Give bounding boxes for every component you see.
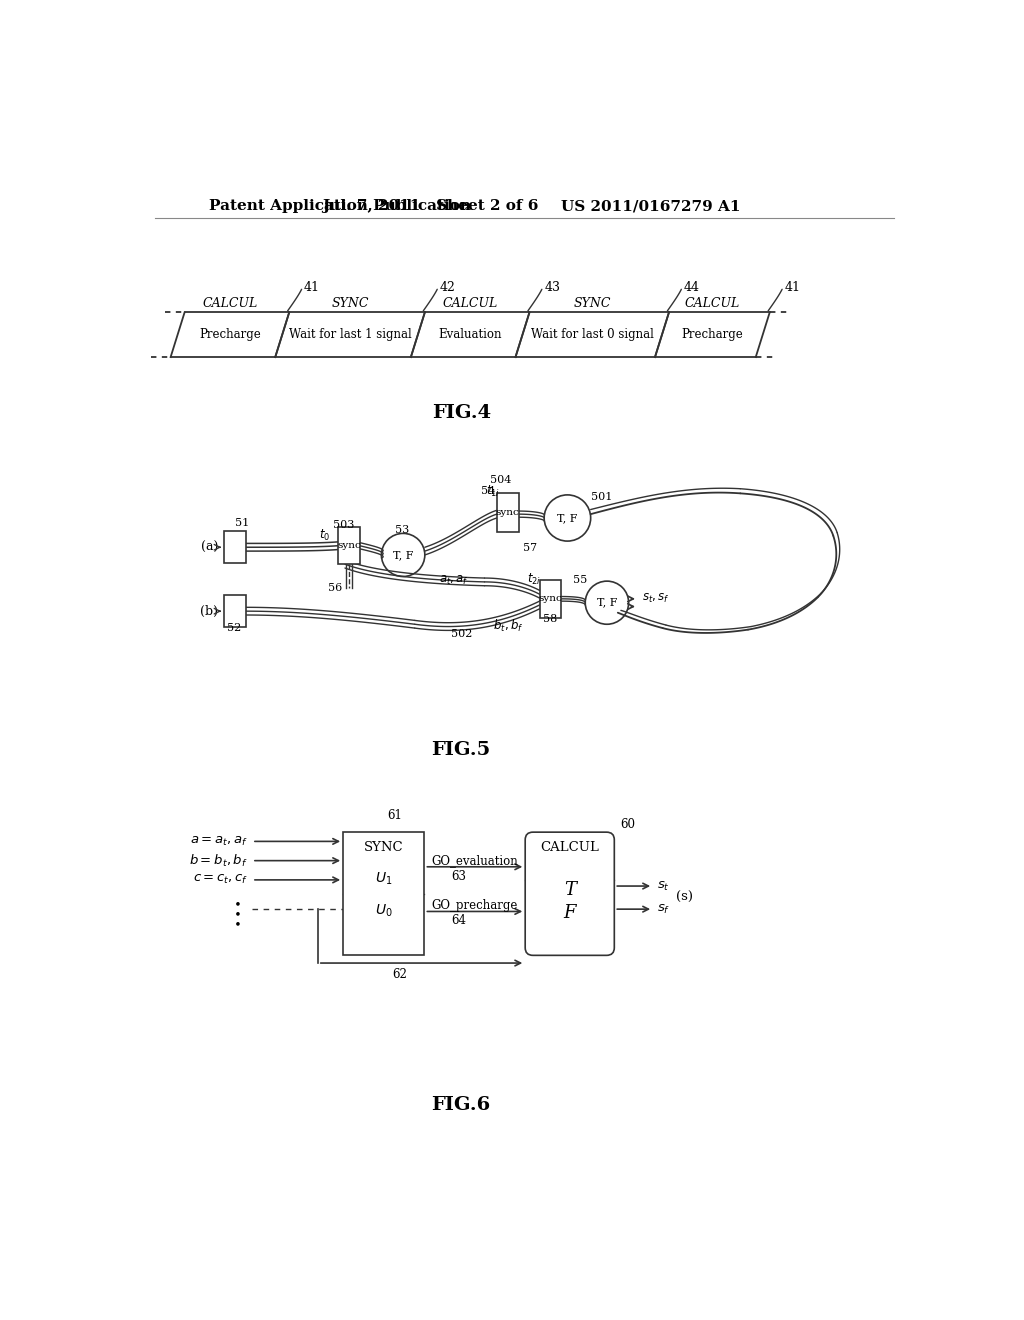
Text: SYNC: SYNC — [573, 297, 611, 310]
Text: SYNC: SYNC — [364, 841, 403, 854]
Text: 42: 42 — [439, 281, 456, 294]
Text: 504: 504 — [489, 475, 511, 486]
Text: $\bullet$: $\bullet$ — [232, 907, 241, 920]
Text: CALCUL: CALCUL — [685, 297, 740, 310]
Bar — [338, 527, 359, 564]
Text: $b_t,b_f$: $b_t,b_f$ — [493, 618, 523, 634]
Text: $U_0$: $U_0$ — [375, 903, 392, 919]
Bar — [224, 595, 246, 627]
Text: 51: 51 — [234, 517, 249, 528]
Text: $s_t,s_f$: $s_t,s_f$ — [642, 593, 670, 606]
Text: 64: 64 — [452, 915, 467, 927]
Text: FIG.4: FIG.4 — [432, 404, 490, 421]
Text: 52: 52 — [227, 623, 242, 634]
Text: $U_1$: $U_1$ — [375, 870, 392, 887]
Text: 61: 61 — [388, 809, 402, 822]
Text: 502: 502 — [451, 630, 472, 639]
Text: $t_{2i}$: $t_{2i}$ — [527, 572, 541, 587]
Text: 54: 54 — [480, 486, 495, 496]
Bar — [497, 494, 518, 532]
Bar — [343, 832, 424, 956]
Text: GO_evaluation: GO_evaluation — [431, 854, 518, 867]
Text: SYNC: SYNC — [332, 297, 369, 310]
Text: Wait for last 1 signal: Wait for last 1 signal — [289, 329, 412, 342]
Text: 57: 57 — [523, 543, 538, 553]
FancyBboxPatch shape — [525, 832, 614, 956]
Text: 41: 41 — [304, 281, 319, 294]
Text: $\bullet$: $\bullet$ — [232, 896, 241, 909]
Text: T, F: T, F — [557, 513, 578, 523]
Text: FIG.6: FIG.6 — [432, 1097, 490, 1114]
Text: (b): (b) — [201, 605, 218, 618]
Text: Jul. 7, 2011   Sheet 2 of 6: Jul. 7, 2011 Sheet 2 of 6 — [323, 199, 539, 213]
Text: 501: 501 — [591, 492, 612, 502]
Text: (a): (a) — [201, 541, 218, 554]
Text: 62: 62 — [392, 968, 407, 981]
Text: $b= b_t,b_f$: $b= b_t,b_f$ — [189, 853, 248, 869]
Text: 53: 53 — [395, 525, 410, 536]
Text: Evaluation: Evaluation — [438, 329, 502, 342]
Text: CALCUL: CALCUL — [203, 297, 258, 310]
Text: Precharge: Precharge — [199, 329, 261, 342]
Text: T: T — [564, 880, 575, 899]
Bar — [224, 531, 246, 564]
Text: sync: sync — [496, 508, 519, 517]
Text: sync: sync — [337, 541, 360, 550]
Text: $a_t,a_f$: $a_t,a_f$ — [438, 574, 468, 587]
Bar — [540, 579, 561, 618]
Text: (s): (s) — [676, 891, 693, 904]
Text: Wait for last 0 signal: Wait for last 0 signal — [530, 329, 653, 342]
Text: 63: 63 — [452, 870, 467, 883]
Text: 60: 60 — [621, 818, 636, 832]
Text: 43: 43 — [544, 281, 560, 294]
Text: US 2011/0167279 A1: US 2011/0167279 A1 — [561, 199, 740, 213]
Text: CALCUL: CALCUL — [541, 841, 599, 854]
Text: CALCUL: CALCUL — [442, 297, 498, 310]
Text: 55: 55 — [572, 574, 587, 585]
Text: T, F: T, F — [597, 598, 617, 607]
Text: Precharge: Precharge — [682, 329, 743, 342]
Text: 56: 56 — [328, 583, 342, 593]
Text: $\bullet$: $\bullet$ — [232, 916, 241, 929]
Text: F: F — [563, 904, 575, 921]
Text: $a= a_t,a_f$: $a= a_t,a_f$ — [190, 834, 248, 847]
Text: GO_precharge: GO_precharge — [432, 899, 518, 912]
Text: T, F: T, F — [393, 550, 414, 560]
Text: 503: 503 — [334, 520, 354, 529]
Text: $t_0$: $t_0$ — [319, 528, 331, 544]
Text: $s_t$: $s_t$ — [657, 879, 670, 892]
Text: FIG.5: FIG.5 — [432, 741, 490, 759]
Text: 58: 58 — [543, 614, 557, 624]
Text: $c= c_t,c_f$: $c= c_t,c_f$ — [193, 874, 248, 887]
Text: 44: 44 — [684, 281, 699, 294]
Text: $s_f$: $s_f$ — [657, 903, 671, 916]
Text: Patent Application Publication: Patent Application Publication — [209, 199, 471, 213]
Text: $t_{1i}$: $t_{1i}$ — [486, 483, 500, 499]
Text: sync: sync — [539, 594, 562, 603]
Text: 41: 41 — [784, 281, 801, 294]
